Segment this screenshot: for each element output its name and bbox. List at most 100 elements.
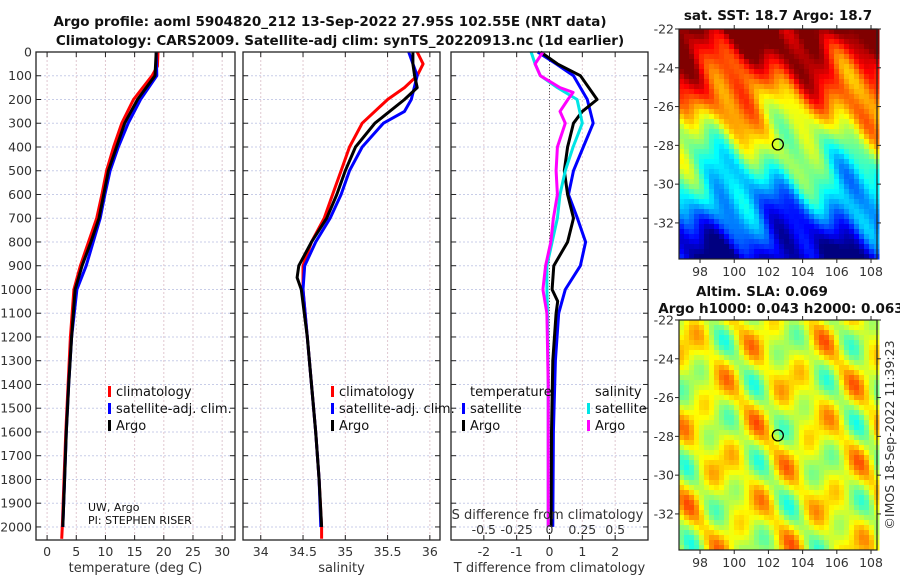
map-cell xyxy=(859,385,865,391)
map-cell xyxy=(844,425,850,431)
map-cell xyxy=(729,119,735,125)
map-cell xyxy=(744,244,750,250)
map-cell xyxy=(714,229,720,235)
map-cell xyxy=(729,234,735,240)
map-cell xyxy=(699,254,705,260)
map-cell xyxy=(859,84,865,90)
map-cell xyxy=(724,119,730,125)
map-cell xyxy=(834,395,840,401)
map-cell xyxy=(684,460,690,466)
map-cell xyxy=(819,460,825,466)
map-cell xyxy=(744,515,750,521)
map-cell xyxy=(699,229,705,235)
map-cell xyxy=(834,335,840,341)
map-cell xyxy=(769,199,775,205)
map-cell xyxy=(679,189,685,195)
map-cell xyxy=(704,249,710,255)
map-cell xyxy=(864,480,870,486)
map-cell xyxy=(764,129,770,135)
map-cell xyxy=(779,460,785,466)
map-cell xyxy=(869,500,875,506)
map-cell xyxy=(789,89,795,95)
map-cell xyxy=(774,184,780,190)
map-cell xyxy=(819,154,825,160)
map-cell xyxy=(729,249,735,255)
map-cell xyxy=(869,94,875,100)
map-cell xyxy=(729,485,735,491)
map-cell xyxy=(869,425,875,431)
map-cell xyxy=(854,350,860,356)
map-cell xyxy=(719,340,725,346)
map-cell xyxy=(684,545,690,551)
map-cell xyxy=(869,224,875,230)
map-cell xyxy=(864,535,870,541)
map-cell xyxy=(769,104,775,110)
map-cell xyxy=(704,445,710,451)
map-cell xyxy=(804,89,810,95)
map-cell xyxy=(799,119,805,125)
map-cell xyxy=(824,64,830,70)
map-cell xyxy=(849,360,855,366)
map-cell xyxy=(804,365,810,371)
map-cell xyxy=(749,194,755,200)
map-cell xyxy=(764,209,770,215)
map-cell xyxy=(714,425,720,431)
map-cell xyxy=(734,124,740,130)
map-cell xyxy=(784,99,790,105)
map-cell xyxy=(804,84,810,90)
map-cell xyxy=(754,169,760,175)
map-cell xyxy=(854,440,860,446)
map-cell xyxy=(789,179,795,185)
map-cell xyxy=(839,435,845,441)
map-cell xyxy=(749,470,755,476)
map-cell xyxy=(754,505,760,511)
map-cell xyxy=(834,495,840,501)
map-cell xyxy=(739,29,745,35)
map-cell xyxy=(774,505,780,511)
map-cell xyxy=(749,430,755,436)
map-cell xyxy=(749,415,755,421)
map-cell xyxy=(784,540,790,546)
map-cell xyxy=(789,184,795,190)
map-cell xyxy=(679,179,685,185)
map-cell xyxy=(739,139,745,145)
map-cell xyxy=(714,64,720,70)
map-cell xyxy=(744,239,750,245)
map-cell xyxy=(809,390,815,396)
map-cell xyxy=(749,395,755,401)
map-cell xyxy=(859,224,865,230)
map-cell xyxy=(804,420,810,426)
map-cell xyxy=(804,44,810,50)
map-cell xyxy=(794,69,800,75)
map-cell xyxy=(729,44,735,50)
map-cell xyxy=(709,540,715,546)
map-cell xyxy=(849,59,855,65)
map-cell xyxy=(864,134,870,140)
map-cell xyxy=(739,84,745,90)
map-cell xyxy=(809,480,815,486)
map-cell xyxy=(754,74,760,80)
map-cell xyxy=(714,420,720,426)
map-cell xyxy=(724,59,730,65)
map-cell xyxy=(679,500,685,506)
map-cell xyxy=(714,29,720,35)
map-cell xyxy=(764,450,770,456)
map-cell xyxy=(709,390,715,396)
map-cell xyxy=(774,189,780,195)
map-cell xyxy=(689,455,695,461)
map-cell xyxy=(864,455,870,461)
map-cell xyxy=(694,505,700,511)
map-cell xyxy=(824,94,830,100)
map-cell xyxy=(739,204,745,210)
map-cell xyxy=(839,184,845,190)
map-cell xyxy=(694,525,700,531)
y-tick-label: 900 xyxy=(8,258,32,273)
map-cell xyxy=(704,425,710,431)
map-cell xyxy=(764,515,770,521)
map-cell xyxy=(679,535,685,541)
map-lon-label: 108 xyxy=(859,555,883,570)
map-cell xyxy=(859,184,865,190)
map-cell xyxy=(844,79,850,85)
map-cell xyxy=(734,29,740,35)
map-cell xyxy=(684,139,690,145)
